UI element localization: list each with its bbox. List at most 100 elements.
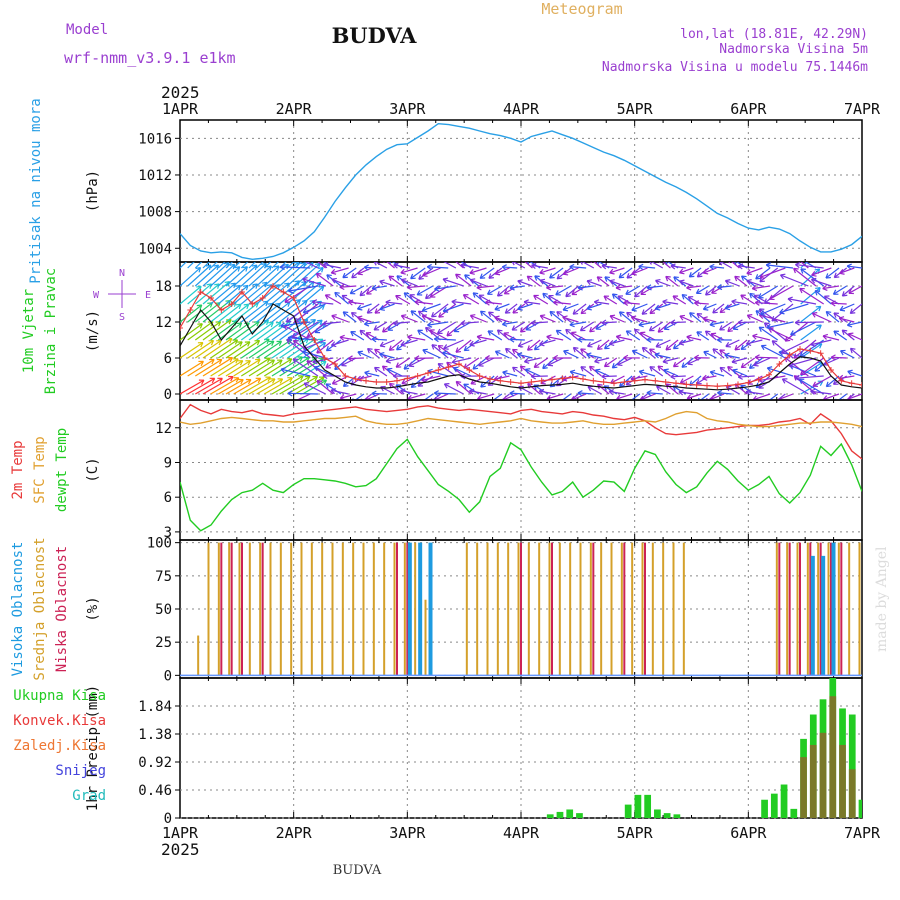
wind-arrow-head [580,348,586,354]
wind-arrow-head [431,311,437,318]
wind-arrow-head [595,324,601,330]
wind-arrow-head [832,289,839,295]
precip-bar-total [644,794,652,818]
wind-arrow-head [709,263,715,270]
wind-arrow-head [469,340,475,347]
panel-wind: 0 6 12 18 (m/s) 10m Vjetar Brzina i Pravac N S W E [21,261,863,403]
wind-arrow-head [555,290,561,296]
wind-arrow-head [400,278,407,284]
wind-arrow [546,285,564,289]
wind-arrow-head [395,294,401,301]
wind-arrow-head [341,294,348,301]
wind-arrow-head [453,366,459,373]
wind-arrow [210,377,240,395]
wind-arrow-head [709,370,716,376]
wind-arrow [539,390,556,395]
wind-arrow-head [374,348,380,355]
wind-arrow [615,285,633,289]
wind-arrow-head [245,378,252,385]
wind-arrow-head [678,389,684,396]
wind-arrow-head [696,312,703,319]
wind-arrow-head [334,291,340,298]
wind-arrow-head [679,279,685,286]
wind-arrow [325,294,342,305]
gust-marker [673,380,679,387]
wind-arrow-head [359,290,366,297]
wind-arrow-head [312,375,318,382]
wind-arrow-head [504,347,511,354]
wind-arrow-head [460,262,467,269]
wind-arrow [210,263,236,287]
wind-arrow-head [400,314,407,320]
gust-marker [590,377,597,384]
wind-arrow-head [414,299,420,306]
wind-arrow [686,285,702,289]
wind-arrow-head [569,321,575,328]
wind-arrow-head [799,351,806,357]
wind-arrow-head [717,389,723,397]
wind-arrow [524,262,533,269]
wind-arrow [631,316,648,323]
wind-arrow [492,393,503,400]
wind-arrow [286,303,311,323]
wind-arrow-head [198,360,204,367]
wind-arrow [601,375,617,378]
wind-arrow [734,383,748,395]
wind-arrow [553,301,571,305]
wind-arrow-head [734,275,740,282]
wind-arrow-head [846,321,853,328]
gust-marker [404,375,411,382]
wind-arrow [527,339,541,351]
wind-arrow [531,321,548,324]
wind-arrow [233,377,261,395]
wind-arrow-head [734,262,737,265]
wind-arrow-head [381,365,388,372]
wind-arrow [531,264,548,269]
wind-arrow-head [433,390,439,397]
wind-arrow [589,321,602,333]
wind-arrow [679,315,694,323]
wind-arrow [356,375,372,381]
wind-arrow-head [657,327,664,333]
wind-arrow [437,321,457,334]
wind-arrow-head [631,269,637,276]
panel-temperature: 3 6 9 12 (C) 2m Temp SFC Temp dewpt Temp [10,399,863,541]
y-tick-label: 18 [155,279,172,295]
wind-arrow-head [646,389,652,397]
wind-arrow-head [562,269,569,276]
wind-arrow [280,266,311,269]
wind-arrow-head [838,316,845,323]
wind-arrow-head [511,325,518,331]
wind-arrow-head [737,319,743,326]
wind-arrow [427,321,449,326]
wind-arrow-head [416,290,423,296]
wind-arrow-head [310,318,316,325]
wind-arrow-head [705,290,711,296]
compass-s: S [119,312,125,323]
wind-arrow [256,359,283,377]
gust-marker [456,361,462,367]
wind-arrow-head [469,388,475,395]
legend-label: Grad [72,788,106,804]
wind-arrow-head [215,321,222,327]
wind-arrow [373,321,388,331]
gust-marker [786,352,793,358]
wind-arrow-head [426,263,432,271]
wind-arrow [586,353,602,359]
wind-arrow-head [331,314,337,320]
wind-arrow-head [565,291,571,298]
wind-arrow-head [367,347,373,354]
wind-arrow-head [769,294,775,301]
wind-arrow-head [255,377,262,384]
gust-marker [766,371,772,378]
wind-arrow [427,266,449,269]
wind-arrow-head [740,344,747,350]
wind-arrow-head [379,341,386,348]
wind-arrow [831,356,847,359]
panel-precip: 0 0.46 0.92 1.38 1.84 1hr Precip (mm)Ukupna K… [13,677,863,827]
wind-arrow-head [562,305,569,312]
wind-arrow [655,279,671,287]
wind-arrow-head [511,262,515,266]
wind-arrow-head [752,395,757,400]
wind-arrow-head [572,309,579,315]
